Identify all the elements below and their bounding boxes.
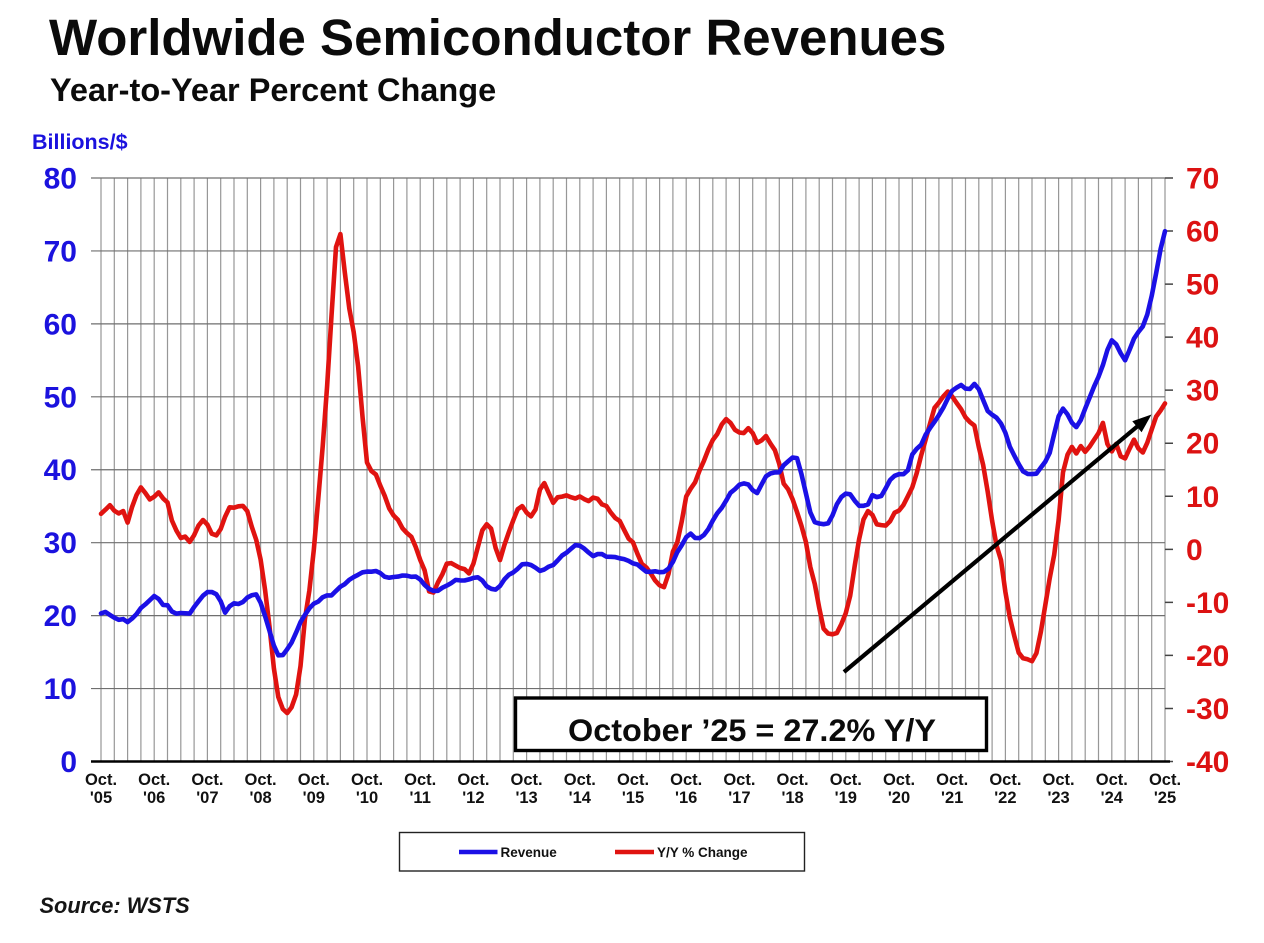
svg-text:40: 40 (44, 454, 77, 487)
svg-text:30: 30 (1186, 375, 1219, 408)
svg-text:Oct.: Oct. (670, 771, 702, 789)
svg-text:0: 0 (60, 746, 77, 779)
svg-text:20: 20 (44, 600, 77, 633)
svg-text:-10: -10 (1186, 587, 1229, 620)
svg-text:Oct.: Oct. (138, 771, 170, 789)
svg-text:Oct.: Oct. (298, 771, 330, 789)
svg-text:10: 10 (1186, 481, 1219, 514)
svg-text:Year-to-Year Percent Change: Year-to-Year Percent Change (50, 72, 496, 108)
svg-text:Oct.: Oct. (245, 771, 277, 789)
svg-text:Source: WSTS: Source: WSTS (40, 893, 191, 918)
svg-text:'05: '05 (90, 789, 112, 807)
svg-text:Oct.: Oct. (511, 771, 543, 789)
svg-text:Oct.: Oct. (617, 771, 649, 789)
svg-text:'09: '09 (303, 789, 325, 807)
svg-text:Oct.: Oct. (564, 771, 596, 789)
svg-text:'08: '08 (249, 789, 271, 807)
svg-text:Oct.: Oct. (883, 771, 915, 789)
svg-text:'06: '06 (143, 789, 165, 807)
svg-text:60: 60 (1186, 216, 1219, 249)
svg-text:40: 40 (1186, 322, 1219, 355)
svg-text:50: 50 (1186, 269, 1219, 302)
svg-text:'19: '19 (835, 789, 857, 807)
svg-text:Billions/$: Billions/$ (32, 130, 128, 154)
svg-text:Oct.: Oct. (191, 771, 223, 789)
svg-text:'23: '23 (1047, 789, 1069, 807)
svg-text:Oct.: Oct. (989, 771, 1021, 789)
svg-text:60: 60 (44, 308, 77, 341)
svg-text:30: 30 (44, 527, 77, 560)
svg-text:-40: -40 (1186, 746, 1229, 779)
svg-text:-20: -20 (1186, 640, 1229, 673)
svg-text:'22: '22 (994, 789, 1016, 807)
svg-text:70: 70 (44, 235, 77, 268)
svg-text:'17: '17 (728, 789, 750, 807)
svg-text:Y/Y % Change: Y/Y % Change (657, 845, 748, 860)
svg-text:'12: '12 (462, 789, 484, 807)
svg-text:'15: '15 (622, 789, 644, 807)
svg-text:'25: '25 (1154, 789, 1176, 807)
svg-text:'20: '20 (888, 789, 910, 807)
svg-text:'07: '07 (196, 789, 218, 807)
svg-text:Revenue: Revenue (501, 845, 558, 860)
svg-text:October ’25 = 27.2% Y/Y: October ’25 = 27.2% Y/Y (568, 712, 936, 748)
svg-text:'24: '24 (1101, 789, 1124, 807)
svg-text:Oct.: Oct. (777, 771, 809, 789)
svg-text:'21: '21 (941, 789, 963, 807)
svg-text:80: 80 (44, 163, 77, 196)
svg-text:'13: '13 (515, 789, 537, 807)
svg-text:50: 50 (44, 381, 77, 414)
svg-text:'18: '18 (781, 789, 803, 807)
svg-text:Oct.: Oct. (351, 771, 383, 789)
svg-text:0: 0 (1186, 534, 1203, 567)
svg-text:Oct.: Oct. (404, 771, 436, 789)
svg-text:Oct.: Oct. (1043, 771, 1075, 789)
svg-text:Oct.: Oct. (723, 771, 755, 789)
svg-text:10: 10 (44, 673, 77, 706)
svg-text:'10: '10 (356, 789, 378, 807)
svg-text:Oct.: Oct. (830, 771, 862, 789)
svg-text:Oct.: Oct. (85, 771, 117, 789)
svg-text:Oct.: Oct. (457, 771, 489, 789)
svg-text:Oct.: Oct. (1149, 771, 1181, 789)
svg-text:'14: '14 (569, 789, 592, 807)
svg-text:20: 20 (1186, 428, 1219, 461)
svg-text:'16: '16 (675, 789, 697, 807)
svg-text:70: 70 (1186, 163, 1219, 196)
svg-text:'11: '11 (410, 789, 431, 807)
svg-text:Worldwide Semiconductor Revenu: Worldwide Semiconductor Revenues (49, 9, 946, 66)
svg-text:Oct.: Oct. (936, 771, 968, 789)
svg-text:-30: -30 (1186, 693, 1229, 726)
svg-text:Oct.: Oct. (1096, 771, 1128, 789)
